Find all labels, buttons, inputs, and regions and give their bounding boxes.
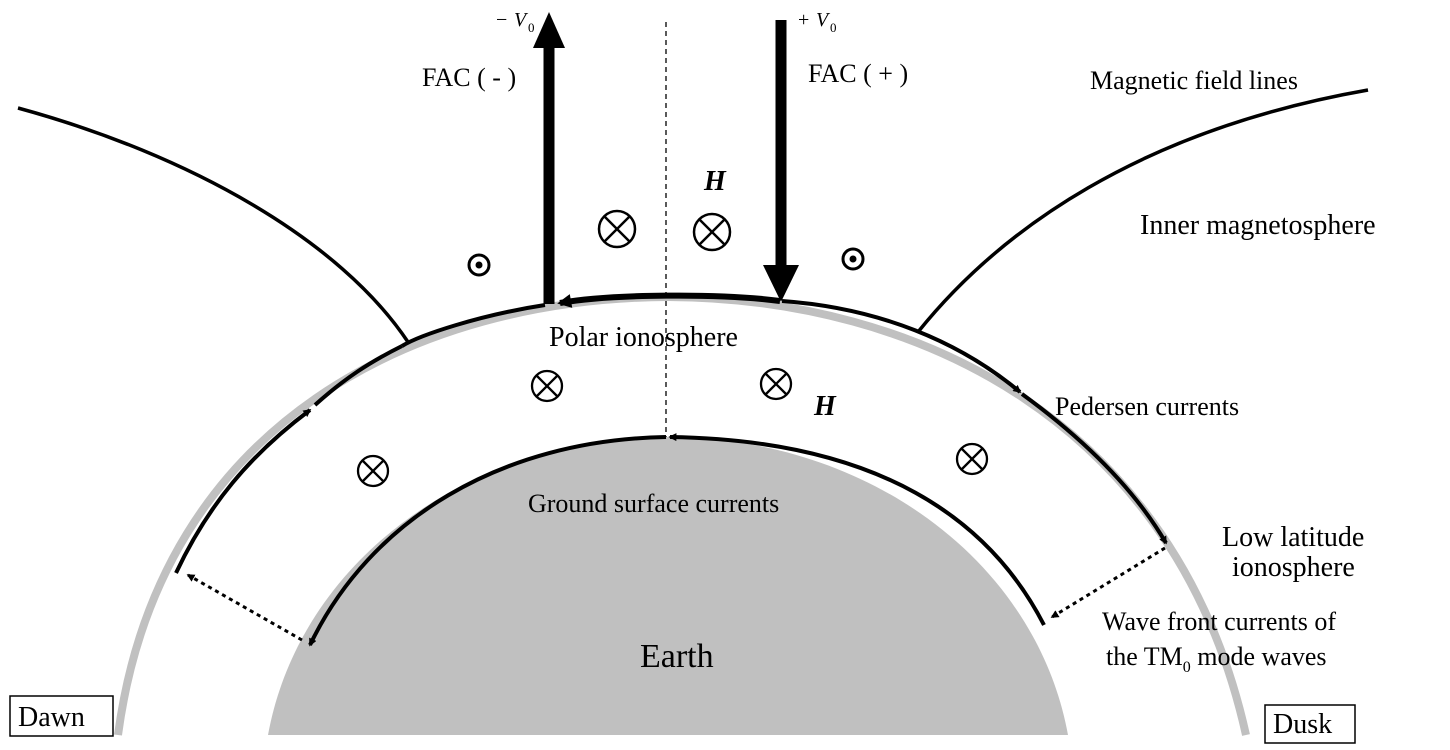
into-page-symbol xyxy=(356,454,390,488)
label-magnetic-field-lines: Magnetic field lines xyxy=(1090,66,1298,95)
dusk-box xyxy=(1264,704,1356,744)
v0-plus-sign: + xyxy=(798,9,809,31)
ground-current-right xyxy=(668,433,1046,626)
label-wave-front-line1: Wave front currents of xyxy=(1102,607,1336,636)
label-low-latitude-line2: ionosphere xyxy=(1232,552,1355,583)
label-earth: Earth xyxy=(640,638,714,675)
v0-minus-subscript: 0 xyxy=(528,20,535,35)
label-ground-surface-currents: Ground surface currents xyxy=(528,489,779,518)
into-page-symbol xyxy=(530,369,564,403)
label-h-lower: H xyxy=(813,391,837,422)
current-arc-right-upper xyxy=(781,299,1022,394)
label-low-latitude-line1: Low latitude xyxy=(1222,522,1364,553)
label-fac-plus: FAC ( + ) xyxy=(808,59,908,88)
wave-front-arrow-left xyxy=(186,573,303,642)
into-page-symbol xyxy=(955,442,989,476)
label-h-upper: H xyxy=(703,166,727,197)
current-arc-left-upper xyxy=(400,303,546,348)
v0-plus-subscript: 0 xyxy=(830,20,837,35)
pedersen-current-top xyxy=(557,292,781,308)
into-page-symbol xyxy=(692,212,732,252)
v0-plus-symbol: V xyxy=(816,9,831,31)
fac-plus-arrowhead xyxy=(763,265,799,302)
v0-minus-symbol: V xyxy=(514,9,529,31)
field-line-right xyxy=(916,88,1369,334)
label-pedersen-currents: Pedersen currents xyxy=(1055,392,1239,421)
v0-minus-sign: − xyxy=(496,9,507,31)
label-inner-magnetosphere: Inner magnetosphere xyxy=(1140,210,1376,241)
dawn-box xyxy=(9,695,114,737)
field-line-left xyxy=(17,106,410,343)
out-of-page-symbol xyxy=(467,253,491,277)
into-page-symbol xyxy=(597,209,637,249)
current-arc-left-lower xyxy=(174,408,312,574)
out-of-page-symbol xyxy=(841,247,865,271)
current-arc-left-mid xyxy=(313,344,403,407)
label-dawn: Dawn xyxy=(18,702,85,733)
label-dusk: Dusk xyxy=(1273,709,1332,740)
ground-current-left xyxy=(308,435,667,647)
fac-minus-arrowhead xyxy=(533,12,565,48)
label-fac-minus: FAC ( - ) xyxy=(422,63,516,92)
label-polar-ionosphere: Polar ionosphere xyxy=(549,322,738,353)
into-page-symbol xyxy=(759,367,793,401)
label-wave-front-line2: the TM0 mode waves xyxy=(1106,642,1327,676)
current-arc-right-lower xyxy=(1020,392,1168,545)
wave-front-arrow-right xyxy=(1050,546,1166,619)
earth-body xyxy=(268,437,1068,735)
